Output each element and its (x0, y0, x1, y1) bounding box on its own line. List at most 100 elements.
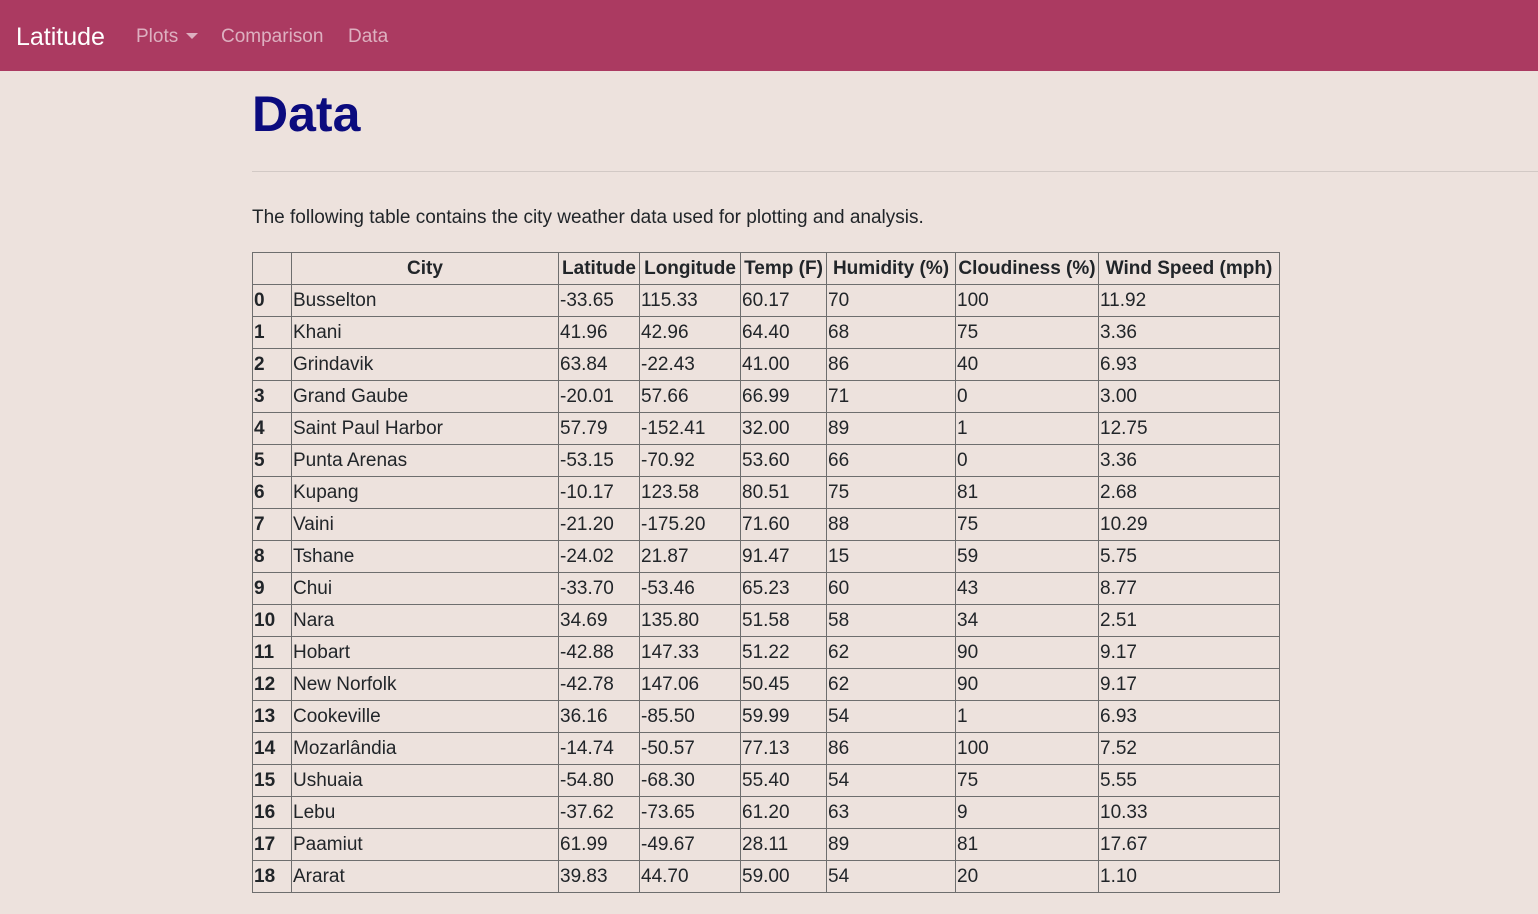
cell-longitude: 42.96 (639, 316, 741, 349)
cell-longitude: 44.70 (639, 860, 741, 893)
divider (252, 171, 1538, 172)
cell-humidity: 68 (826, 316, 956, 349)
cell-latitude: -54.80 (558, 764, 640, 797)
cell-city: Lebu (291, 796, 559, 829)
cell-humidity: 54 (826, 860, 956, 893)
cell-city: Grand Gaube (291, 380, 559, 413)
cell-longitude: -70.92 (639, 444, 741, 477)
cell-latitude: -20.01 (558, 380, 640, 413)
cell-humidity: 58 (826, 604, 956, 637)
cell-longitude: -22.43 (639, 348, 741, 381)
cell-latitude: -21.20 (558, 508, 640, 541)
nav-data-link[interactable]: Data (348, 26, 389, 47)
cell-temp: 60.17 (740, 284, 827, 317)
table-row: 17 Paamiut 61.99 -49.67 28.11 89 81 17.67 (252, 828, 1280, 861)
cell-humidity: 70 (826, 284, 956, 317)
chevron-down-icon (186, 33, 199, 39)
cell-wind-speed: 3.00 (1098, 380, 1280, 413)
cell-humidity: 60 (826, 572, 956, 605)
cell-index: 13 (252, 700, 292, 733)
cell-city: Punta Arenas (291, 444, 559, 477)
table-row: 13 Cookeville 36.16 -85.50 59.99 54 1 6.93 (252, 700, 1280, 733)
cell-latitude: -33.65 (558, 284, 640, 317)
cell-cloudiness: 59 (955, 540, 1099, 573)
cell-humidity: 62 (826, 636, 956, 669)
cell-latitude: 36.16 (558, 700, 640, 733)
cell-longitude: -49.67 (639, 828, 741, 861)
cell-cloudiness: 0 (955, 380, 1099, 413)
cell-wind-speed: 5.75 (1098, 540, 1280, 573)
navbar-brand[interactable]: Latitude (16, 23, 105, 51)
table-row: 10 Nara 34.69 135.80 51.58 58 34 2.51 (252, 604, 1280, 637)
cell-cloudiness: 75 (955, 508, 1099, 541)
cell-temp: 28.11 (740, 828, 827, 861)
cell-longitude: -68.30 (639, 764, 741, 797)
table-header-row: City Latitude Longitude Temp (F) Humidit… (252, 252, 1280, 285)
cell-latitude: -42.88 (558, 636, 640, 669)
cell-cloudiness: 90 (955, 668, 1099, 701)
cell-index: 14 (252, 732, 292, 765)
table-row: 8 Tshane -24.02 21.87 91.47 15 59 5.75 (252, 540, 1280, 573)
table-row: 15 Ushuaia -54.80 -68.30 55.40 54 75 5.55 (252, 764, 1280, 797)
cell-index: 4 (252, 412, 292, 445)
cell-wind-speed: 3.36 (1098, 444, 1280, 477)
cell-index: 8 (252, 540, 292, 573)
cell-city: Hobart (291, 636, 559, 669)
cell-city: Grindavik (291, 348, 559, 381)
cell-city: Nara (291, 604, 559, 637)
cell-index: 16 (252, 796, 292, 829)
weather-data-table: City Latitude Longitude Temp (F) Humidit… (252, 252, 1280, 893)
table-row: 1 Khani 41.96 42.96 64.40 68 75 3.36 (252, 316, 1280, 349)
cell-cloudiness: 20 (955, 860, 1099, 893)
cell-index: 3 (252, 380, 292, 413)
cell-city: Cookeville (291, 700, 559, 733)
cell-temp: 50.45 (740, 668, 827, 701)
cell-city: Busselton (291, 284, 559, 317)
cell-temp: 71.60 (740, 508, 827, 541)
cell-cloudiness: 1 (955, 412, 1099, 445)
cell-humidity: 86 (826, 732, 956, 765)
cell-wind-speed: 9.17 (1098, 636, 1280, 669)
cell-temp: 51.22 (740, 636, 827, 669)
cell-index: 12 (252, 668, 292, 701)
cell-longitude: -50.57 (639, 732, 741, 765)
cell-city: Paamiut (291, 828, 559, 861)
cell-temp: 55.40 (740, 764, 827, 797)
cell-wind-speed: 11.92 (1098, 284, 1280, 317)
cell-latitude: -24.02 (558, 540, 640, 573)
cell-city: New Norfolk (291, 668, 559, 701)
cell-longitude: 57.66 (639, 380, 741, 413)
cell-cloudiness: 1 (955, 700, 1099, 733)
cell-wind-speed: 2.51 (1098, 604, 1280, 637)
table-row: 0 Busselton -33.65 115.33 60.17 70 100 11.92 (252, 284, 1280, 317)
cell-humidity: 66 (826, 444, 956, 477)
page-title: Data (252, 86, 361, 142)
cell-cloudiness: 90 (955, 636, 1099, 669)
cell-longitude: -85.50 (639, 700, 741, 733)
cell-latitude: 63.84 (558, 348, 640, 381)
cell-temp: 77.13 (740, 732, 827, 765)
cell-humidity: 62 (826, 668, 956, 701)
table-body: 0 Busselton -33.65 115.33 60.17 70 100 11.92 1 Kh… (252, 284, 1280, 893)
cell-wind-speed: 6.93 (1098, 348, 1280, 381)
cell-temp: 51.58 (740, 604, 827, 637)
cell-temp: 65.23 (740, 572, 827, 605)
cell-temp: 80.51 (740, 476, 827, 509)
cell-index: 15 (252, 764, 292, 797)
cell-wind-speed: 10.29 (1098, 508, 1280, 541)
cell-temp: 91.47 (740, 540, 827, 573)
nav-comparison-link[interactable]: Comparison (221, 26, 324, 47)
cell-latitude: 57.79 (558, 412, 640, 445)
cell-city: Saint Paul Harbor (291, 412, 559, 445)
cell-city: Khani (291, 316, 559, 349)
cell-humidity: 86 (826, 348, 956, 381)
nav-plots-dropdown[interactable]: Plots (136, 25, 199, 49)
cell-wind-speed: 2.68 (1098, 476, 1280, 509)
cell-latitude: -33.70 (558, 572, 640, 605)
cell-wind-speed: 9.17 (1098, 668, 1280, 701)
cell-temp: 61.20 (740, 796, 827, 829)
cell-index: 9 (252, 572, 292, 605)
cell-temp: 41.00 (740, 348, 827, 381)
column-header-latitude: Latitude (558, 252, 640, 285)
cell-temp: 59.99 (740, 700, 827, 733)
